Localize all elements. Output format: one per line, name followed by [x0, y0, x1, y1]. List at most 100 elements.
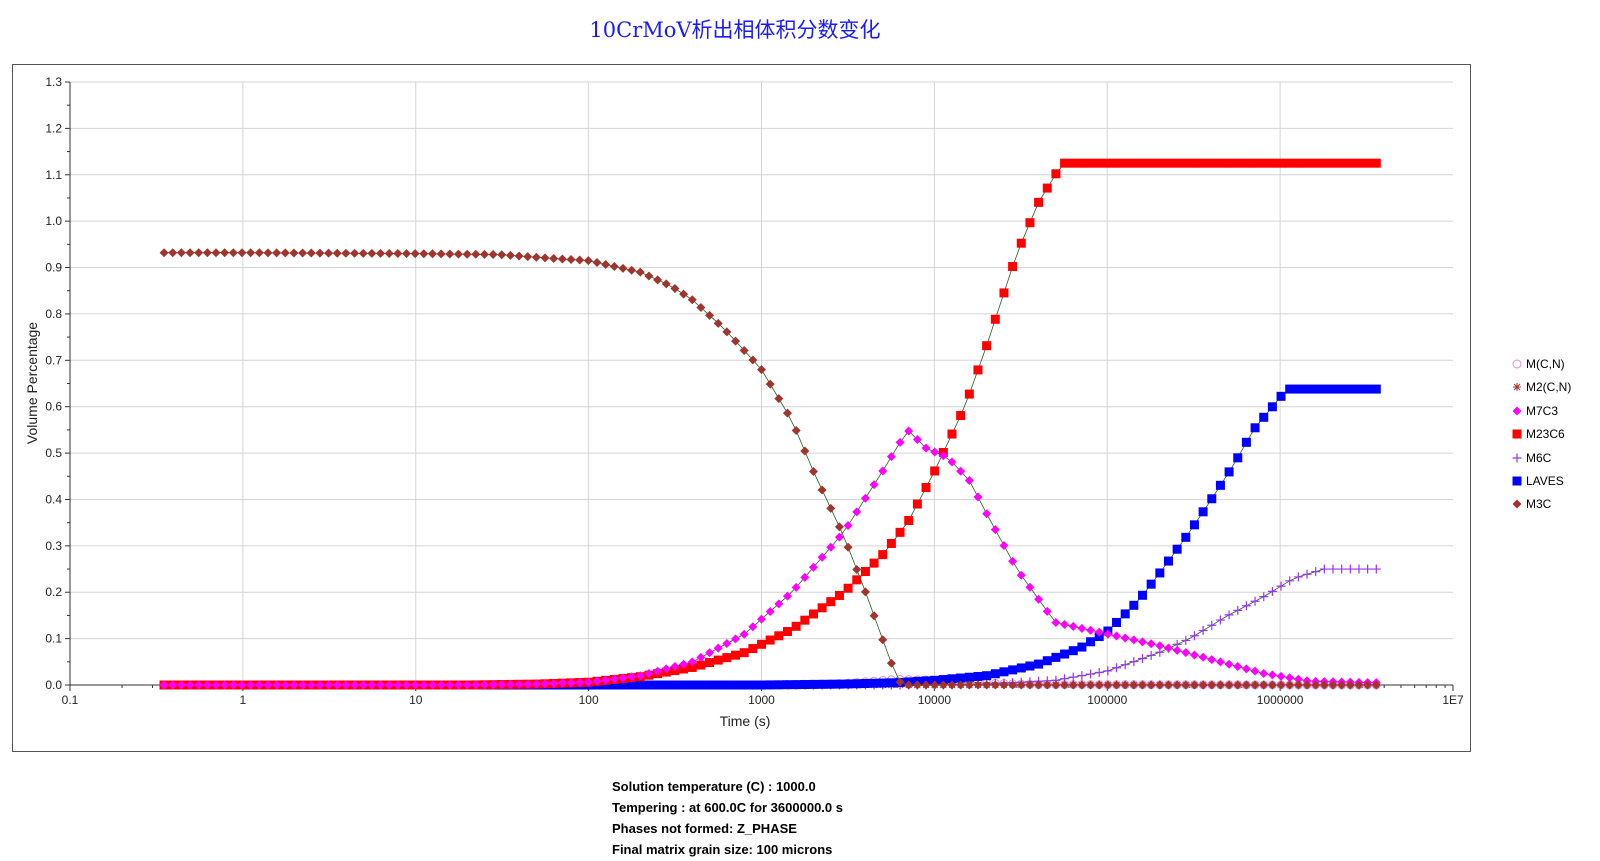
data-point-m23c6: [982, 341, 992, 351]
data-point-m7c3: [644, 669, 654, 679]
data-point-m3c: [246, 248, 256, 258]
data-point-m23c6: [1025, 218, 1035, 228]
legend-item-m-c-n: M(C,N): [1510, 353, 1571, 376]
data-point-m6c: [1138, 654, 1148, 664]
legend-marker-m7c3: [1512, 406, 1522, 416]
data-point-laves: [1129, 600, 1139, 610]
data-point-m7c3: [765, 606, 775, 616]
data-point-m6c: [1328, 564, 1338, 574]
data-point-m6c: [1146, 650, 1156, 660]
data-point-laves: [774, 680, 784, 690]
data-point-m7c3: [168, 680, 178, 690]
data-point-m3c: [869, 611, 879, 621]
data-point-laves: [1293, 384, 1303, 394]
data-point-m7c3: [713, 643, 723, 653]
data-point-m3c: [592, 257, 602, 267]
data-point-m23c6: [1233, 158, 1243, 168]
data-point-m6c: [1293, 572, 1303, 582]
y-tick-label: 0.3: [45, 539, 62, 553]
data-point-m7c3: [601, 675, 611, 685]
data-point-laves: [713, 680, 723, 690]
data-point-m23c6: [1112, 158, 1122, 168]
data-point-m3c: [826, 503, 836, 513]
data-point-m23c6: [1198, 158, 1208, 168]
data-point-m23c6: [1215, 158, 1225, 168]
data-point-m3c: [159, 248, 169, 258]
data-point-laves: [808, 679, 818, 689]
data-point-m6c: [1189, 631, 1199, 641]
data-point-m3c: [1224, 680, 1234, 690]
data-point-m7c3: [748, 622, 758, 632]
data-point-m6c: [1215, 615, 1225, 625]
data-point-m23c6: [731, 650, 741, 660]
data-point-m7c3: [341, 680, 351, 690]
data-point-m3c: [1207, 680, 1217, 690]
data-point-m3c: [635, 267, 645, 277]
data-point-laves: [609, 680, 619, 690]
data-point-m7c3: [194, 680, 204, 690]
data-point-m3c: [1215, 680, 1225, 690]
data-point-m23c6: [1163, 158, 1173, 168]
data-point-m3c: [315, 248, 325, 258]
data-point-laves: [1146, 579, 1156, 589]
data-point-m23c6: [1060, 158, 1070, 168]
data-point-m7c3: [791, 582, 801, 592]
data-point-m3c: [1025, 680, 1035, 690]
data-point-laves: [705, 680, 715, 690]
data-point-m3c: [895, 677, 905, 687]
data-point-m23c6: [912, 499, 922, 509]
data-point-laves: [618, 680, 628, 690]
data-point-m7c3: [1025, 582, 1035, 592]
data-point-m7c3: [1172, 645, 1182, 655]
data-point-m7c3: [176, 680, 186, 690]
data-point-laves: [687, 680, 697, 690]
data-point-m7c3: [1129, 635, 1139, 645]
data-point-m3c: [852, 565, 862, 575]
data-point-m3c: [973, 680, 983, 690]
data-point-laves: [930, 675, 940, 685]
data-point-m7c3: [1224, 659, 1234, 669]
data-point-m7c3: [566, 678, 576, 688]
legend-symbol-laves: [1512, 476, 1522, 486]
data-point-laves: [964, 672, 974, 682]
data-point-m3c: [514, 251, 524, 261]
data-point-m7c3: [367, 680, 377, 690]
simulation-notes: Solution temperature (C) : 1000.0 Temper…: [612, 776, 843, 860]
x-tick-label: 0.1: [62, 693, 79, 707]
data-point-m23c6: [947, 429, 957, 439]
data-point-laves: [661, 680, 671, 690]
data-point-m23c6: [990, 314, 1000, 324]
data-point-m7c3: [289, 680, 299, 690]
data-point-m7c3: [280, 680, 290, 690]
data-point-laves: [748, 680, 758, 690]
data-point-m3c: [757, 365, 767, 375]
data-point-m3c: [878, 635, 888, 645]
data-point-m7c3: [1103, 629, 1113, 639]
data-point-m3c: [1285, 680, 1295, 690]
data-point-m3c: [176, 248, 186, 258]
legend-marker-m23c6: [1512, 429, 1522, 439]
series-line-m6c: [164, 568, 1377, 686]
data-point-m6c: [1337, 564, 1347, 574]
data-point-m3c: [1337, 680, 1347, 690]
data-point-m3c: [886, 658, 896, 668]
data-point-m6c: [1103, 666, 1113, 676]
data-point-m23c6: [1363, 158, 1373, 168]
data-point-m3c: [1276, 680, 1286, 690]
data-point-m7c3: [627, 672, 637, 682]
data-point-m7c3: [402, 680, 412, 690]
data-point-m23c6: [1241, 158, 1251, 168]
data-point-laves: [817, 679, 827, 689]
data-point-m7c3: [185, 680, 195, 690]
data-point-m3c: [748, 355, 758, 365]
data-point-m6c: [1224, 610, 1234, 620]
data-point-laves: [1051, 652, 1061, 662]
data-point-laves: [1302, 384, 1312, 394]
data-point-m3c: [644, 271, 654, 281]
data-point-m7c3: [1181, 648, 1191, 658]
data-point-m7c3: [973, 492, 983, 502]
data-point-laves: [956, 673, 966, 683]
data-point-m3c: [930, 680, 940, 690]
legend-marker-m2-c-n: [1513, 383, 1521, 392]
data-point-m3c: [341, 248, 351, 258]
